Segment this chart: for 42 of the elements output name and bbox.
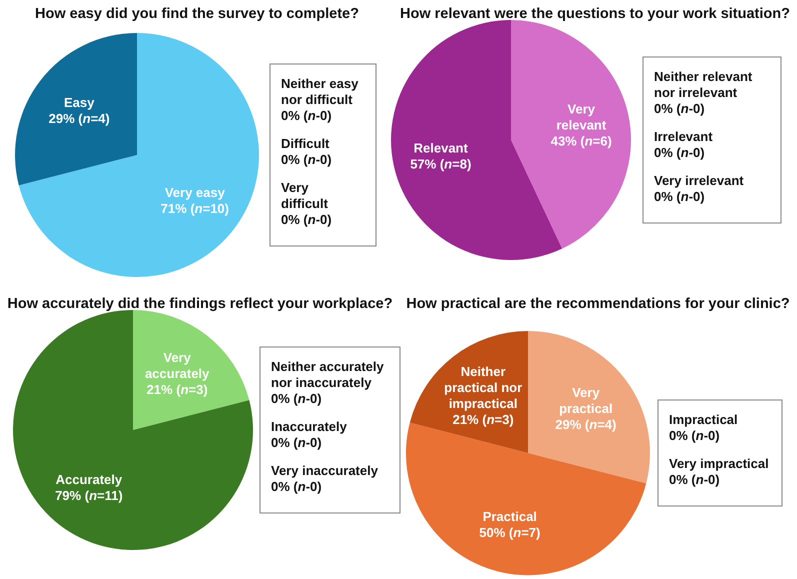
text: 0% (n-0) (669, 472, 720, 487)
pie-slice (18, 33, 259, 277)
text: 0% (n-0) (669, 428, 720, 443)
data-label: 79% (n=11) (55, 488, 123, 503)
category-label: Very inaccurately (271, 463, 378, 478)
data-label: 43% (n=6) (550, 133, 612, 148)
text: 0% (n-0) (281, 212, 332, 227)
data-label: 71% (n=10) (160, 200, 230, 216)
category-label: Irrelevant (654, 129, 713, 144)
category-label: Very impractical (669, 456, 769, 471)
pie-slice (13, 310, 253, 550)
category-label: Very irrelevant (654, 173, 744, 188)
text: 0% (n-0) (654, 145, 705, 160)
slice-label: Practical (482, 508, 537, 524)
data-label: 57% (n=8) (410, 156, 472, 172)
slice-label: Very easy (164, 184, 226, 200)
chart-title: How practical are the recommendations for your clinic? (406, 296, 790, 312)
text: 0% (n-0) (654, 189, 705, 204)
pie-slice (133, 310, 250, 430)
data-label: 29% (n=4) (555, 417, 616, 432)
data-label: 29% (n=4) (48, 111, 110, 126)
text: 0% (n-0) (271, 479, 322, 494)
text: 0% (n-0) (281, 152, 332, 167)
text: 0% (n-0) (271, 435, 322, 450)
category-label: Difficult (281, 136, 330, 151)
chart-title: How accurately did the findings reflect your workplace? (7, 296, 393, 312)
slice-label: Accurately (56, 472, 123, 487)
text: 0% (n-0) (654, 101, 705, 116)
category-label: Inaccurately (271, 419, 347, 434)
chart-title: How relevant were the questions to your work situation? (400, 6, 790, 22)
slice-label: Relevant (414, 140, 468, 156)
data-label: 21% (n=3) (146, 382, 208, 398)
slice-label: Easy (64, 95, 96, 110)
pie-slice (511, 20, 631, 249)
chart-title: How easy did you find the survey to complete? (35, 6, 360, 22)
data-label: 21% (n=3) (452, 412, 514, 428)
pie-slice (15, 33, 137, 186)
data-label: 50% (n=7) (479, 524, 540, 540)
text: 0% (n-0) (281, 108, 332, 123)
pie-slice (528, 331, 650, 484)
text: 0% (n-0) (271, 391, 322, 406)
category-label: Impractical (669, 412, 738, 427)
